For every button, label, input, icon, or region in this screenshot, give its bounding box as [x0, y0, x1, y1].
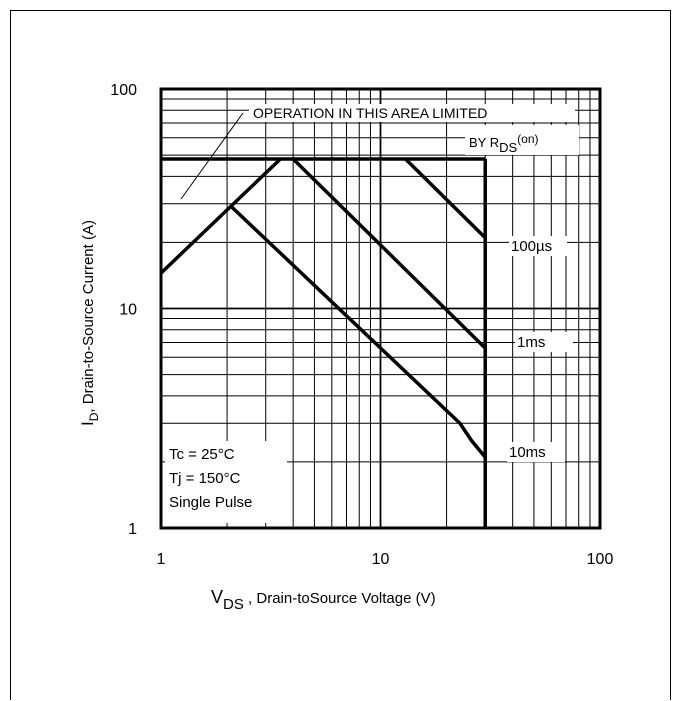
- series-label-bg: [515, 332, 573, 352]
- x-tick-label: 100: [587, 551, 614, 568]
- annotation-line1: OPERATION IN THIS AREA LIMITED: [253, 105, 487, 121]
- y-axis-label-main: I: [78, 421, 97, 426]
- series-label-bg: [507, 442, 565, 462]
- soa-chart: 1 10 100 1 10 100 OPERATION IN THIS AREA LIMIT…: [78, 82, 613, 613]
- y-tick-label: 10: [119, 302, 137, 319]
- annotation-line1-bg: [249, 104, 575, 122]
- series-100s-line: [404, 157, 487, 240]
- series-label-1ms: 1ms: [517, 334, 545, 351]
- conditions-bg: [165, 441, 287, 523]
- series-10ms-rise: [159, 157, 282, 275]
- y-axis-label: ID, Drain-to-Source Current (A): [78, 220, 101, 426]
- series-label-bg: [509, 236, 567, 256]
- x-axis-label-main: V: [211, 587, 223, 607]
- series-1ms-line: [291, 157, 487, 350]
- condition-line: Single Pulse: [169, 494, 252, 511]
- series-10ms-line: [230, 205, 487, 459]
- annotation-line2-prefix: BY R: [469, 135, 499, 150]
- condition-line: Tc = 25°C: [169, 446, 235, 463]
- annotation-line2-sub: DS: [499, 140, 517, 155]
- y-tick-label: 100: [110, 82, 137, 99]
- series-label-10ms: 10ms: [509, 444, 546, 461]
- figure-frame: 1 10 100 1 10 100 OPERATION IN THIS AREA LIMIT…: [10, 10, 671, 700]
- labels: 1 10 100 1 10 100 OPERATION IN THIS AREA LIMIT…: [110, 82, 613, 568]
- curves: [159, 104, 579, 528]
- x-axis-label-sub: DS: [223, 596, 244, 613]
- annotation-line2: BY RDS(on): [469, 132, 539, 155]
- y-tick-label: 1: [128, 521, 137, 538]
- plot-border: [159, 87, 602, 530]
- x-axis-label: VDS , Drain-toSource Voltage (V): [211, 587, 436, 613]
- annotation-line2-sup: (on): [517, 132, 538, 146]
- annotation-line2-bg: [465, 125, 579, 155]
- x-tick-label: 10: [372, 551, 390, 568]
- y-axis-label-sub: D: [87, 412, 101, 421]
- x-axis-label-rest: , Drain-toSource Voltage (V): [244, 590, 436, 607]
- annotation-pointer: [180, 112, 244, 200]
- x-tick-label: 1: [157, 551, 166, 568]
- series-label-100s: 100µs: [511, 238, 552, 255]
- condition-line: Tj = 150°C: [169, 470, 241, 487]
- y-axis-label-rest: , Drain-to-Source Current (A): [80, 220, 97, 413]
